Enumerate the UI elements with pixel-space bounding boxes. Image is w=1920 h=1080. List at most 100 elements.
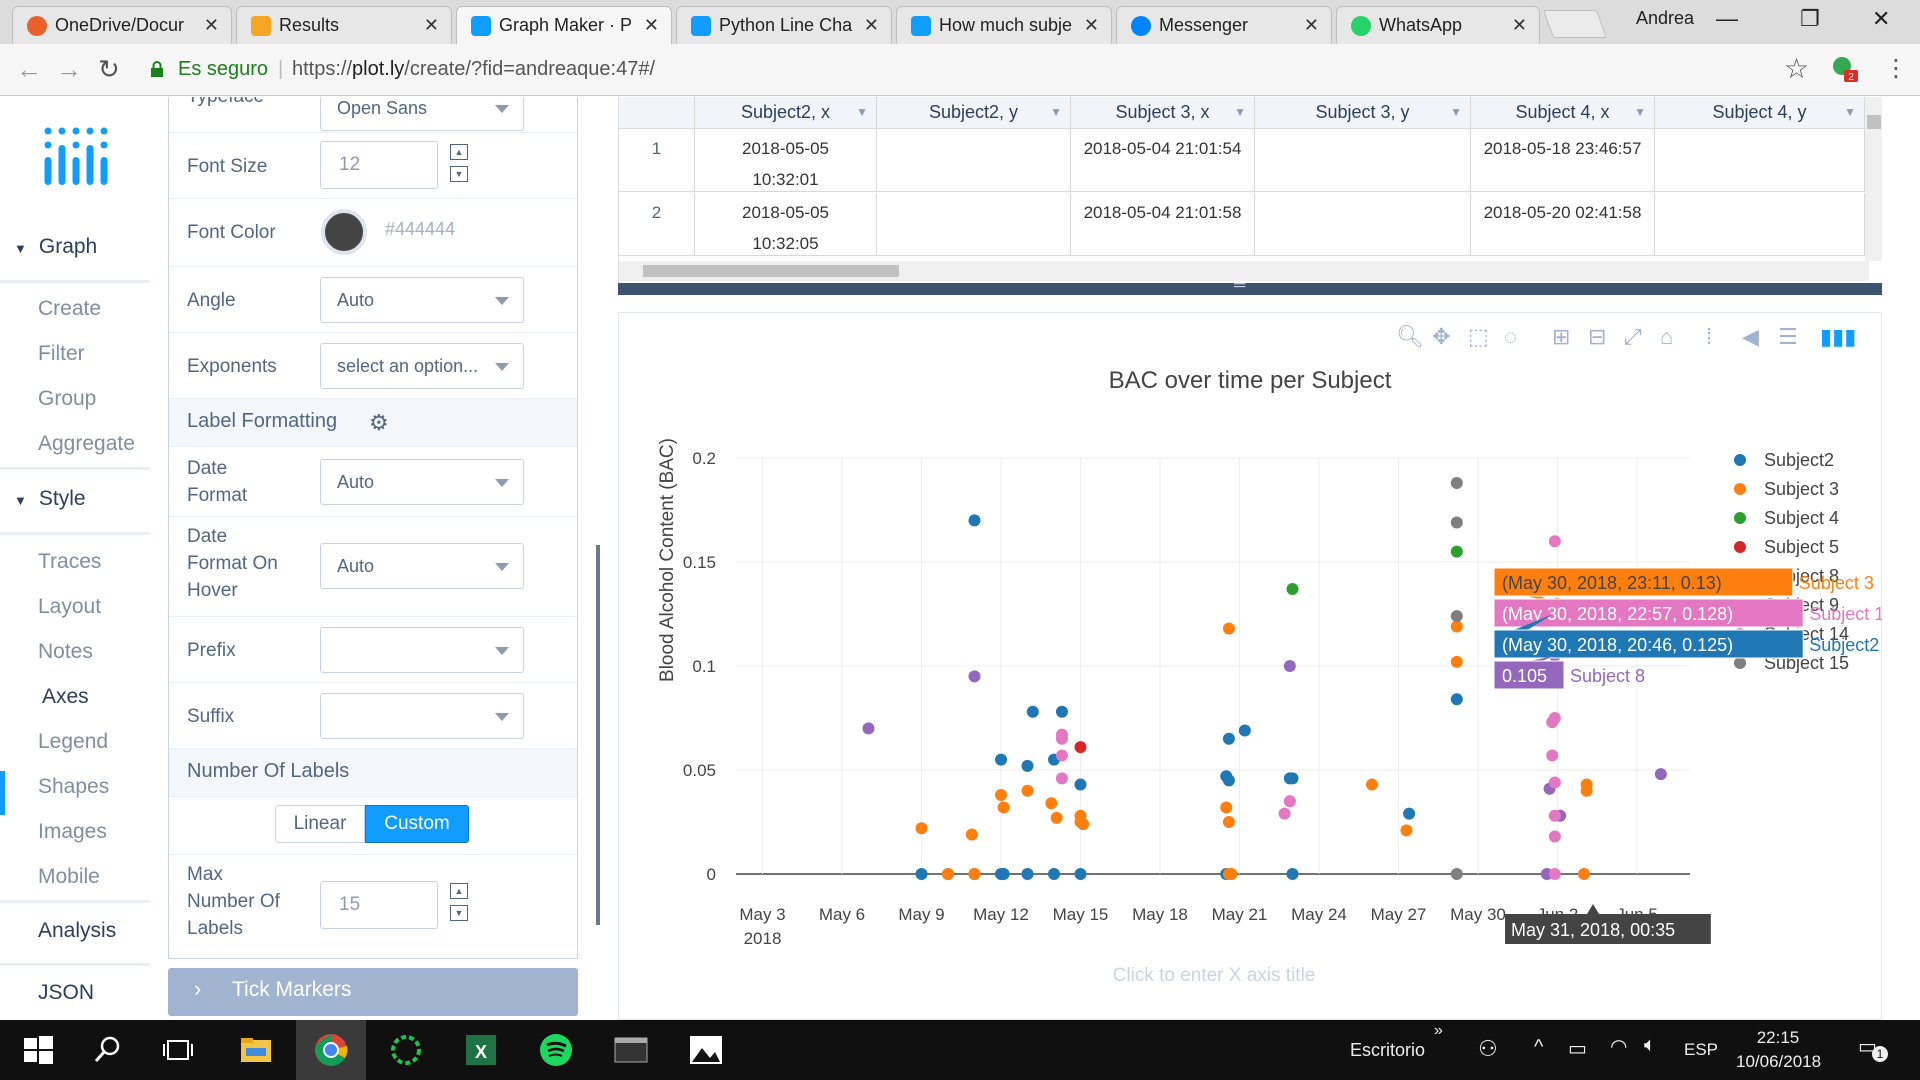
- tab-python-line-chart[interactable]: Python Line Cha ✕: [676, 6, 892, 44]
- tab-how-much-subject[interactable]: How much subje ✕: [896, 6, 1112, 44]
- tab-whatsapp[interactable]: WhatsApp ✕: [1336, 6, 1540, 44]
- clock[interactable]: 22:15 10/06/2018: [1736, 1026, 1821, 1074]
- nav-item-shapes[interactable]: Shapes: [38, 775, 110, 798]
- table-cell[interactable]: 2018-05-20 02:41:58: [1471, 193, 1655, 256]
- y-axis-title[interactable]: Blood Alcohol Content (BAC): [657, 438, 678, 682]
- max-labels-input[interactable]: 15: [320, 881, 438, 929]
- nav-item-filter[interactable]: Filter: [38, 342, 85, 365]
- back-icon[interactable]: ←: [16, 54, 42, 84]
- excel-icon[interactable]: X: [463, 1032, 499, 1068]
- close-icon[interactable]: ✕: [423, 15, 439, 35]
- search-icon[interactable]: [90, 1032, 126, 1068]
- tick-markers-section[interactable]: › Tick Markers: [168, 968, 578, 1016]
- grid-plot-splitter[interactable]: ═: [618, 277, 1882, 295]
- date-format-dropdown[interactable]: Auto: [320, 459, 524, 505]
- language-indicator[interactable]: ESP: [1684, 1040, 1719, 1059]
- autoscale-icon[interactable]: ⤢: [1624, 324, 1642, 349]
- typeface-dropdown[interactable]: Open Sans: [320, 97, 524, 131]
- tab-onedrive[interactable]: OneDrive/Docur ✕: [12, 6, 232, 44]
- suffix-dropdown[interactable]: [320, 693, 524, 739]
- table-cell[interactable]: [1655, 129, 1865, 192]
- close-icon[interactable]: ✕: [1303, 15, 1319, 35]
- decrement-icon[interactable]: ▼: [450, 166, 468, 182]
- profile-name[interactable]: Andrea: [1636, 8, 1695, 28]
- restore-icon[interactable]: ❐: [1800, 6, 1820, 31]
- table-cell[interactable]: 2018-05-05 10:32:05: [695, 193, 877, 256]
- column-menu-icon[interactable]: ▼: [1050, 105, 1062, 119]
- table-cell[interactable]: [877, 129, 1071, 192]
- tab-results[interactable]: Results ✕: [236, 6, 452, 44]
- table-cell[interactable]: [1255, 129, 1471, 192]
- nav-item-mobile[interactable]: Mobile: [38, 865, 100, 888]
- loading-app-icon[interactable]: [388, 1032, 424, 1068]
- tab-graph-maker[interactable]: Graph Maker · P ✕: [456, 6, 672, 44]
- box-select-icon[interactable]: ⬚: [1468, 324, 1489, 349]
- reset-axes-icon[interactable]: ⌂: [1660, 324, 1674, 349]
- table-cell[interactable]: 2018-05-04 21:01:58: [1071, 193, 1255, 256]
- close-icon[interactable]: ✕: [203, 15, 219, 35]
- table-cell[interactable]: [1255, 193, 1471, 256]
- nav-item-notes[interactable]: Notes: [38, 640, 93, 663]
- notifications-icon[interactable]: ▭ 1: [1858, 1034, 1888, 1062]
- close-window-icon[interactable]: ✕: [1872, 6, 1891, 31]
- hover-compare-icon[interactable]: ☰: [1778, 324, 1798, 349]
- x-axis-title-placeholder[interactable]: Click to enter X axis title: [1113, 965, 1316, 986]
- file-explorer-icon[interactable]: [238, 1032, 274, 1068]
- browser-menu-icon[interactable]: ⋮: [1884, 55, 1908, 82]
- gear-icon[interactable]: ⚙: [369, 410, 389, 435]
- zoom-out-icon[interactable]: ⊟: [1588, 324, 1607, 349]
- custom-toggle[interactable]: Custom: [365, 805, 469, 843]
- nav-item-aggregate[interactable]: Aggregate: [38, 432, 135, 455]
- grid-vertical-scrollbar[interactable]: [1865, 97, 1882, 261]
- column-header[interactable]: Subject 4, x ▼: [1471, 97, 1655, 129]
- people-icon[interactable]: ⚇: [1478, 1036, 1498, 1061]
- command-prompt-icon[interactable]: [613, 1032, 649, 1068]
- spike-lines-icon[interactable]: ⁞: [1706, 324, 1713, 349]
- angle-dropdown[interactable]: Auto: [320, 277, 524, 323]
- grid-horizontal-scroll-thumb[interactable]: [643, 265, 899, 277]
- forward-icon[interactable]: →: [56, 54, 82, 84]
- font-size-input[interactable]: 12: [320, 141, 438, 189]
- exponents-dropdown[interactable]: select an option...: [320, 343, 524, 389]
- drag-handle-icon[interactable]: ═: [1234, 277, 1246, 294]
- show-hidden-icons-icon[interactable]: ^: [1534, 1036, 1544, 1058]
- prefix-dropdown[interactable]: [320, 627, 524, 673]
- column-menu-icon[interactable]: ▼: [1844, 105, 1856, 119]
- column-header[interactable]: Subject 3, y ▼: [1255, 97, 1471, 129]
- bookmark-star-icon[interactable]: ☆: [1784, 53, 1810, 84]
- wifi-icon[interactable]: ◠: [1610, 1036, 1628, 1058]
- photos-icon[interactable]: [688, 1032, 724, 1068]
- column-menu-icon[interactable]: ▼: [1450, 105, 1462, 119]
- toolbar-expand-icon[interactable]: »: [1434, 1022, 1443, 1039]
- column-menu-icon[interactable]: ▼: [1634, 105, 1646, 119]
- column-header[interactable]: Subject2, y ▼: [877, 97, 1071, 129]
- close-icon[interactable]: ✕: [1083, 15, 1099, 35]
- chart-title[interactable]: BAC over time per Subject: [1109, 367, 1392, 394]
- pan-icon[interactable]: ✥: [1432, 324, 1451, 349]
- nav-item-images[interactable]: Images: [38, 820, 107, 843]
- close-icon[interactable]: ✕: [863, 15, 879, 35]
- table-cell[interactable]: 2018-05-18 23:46:57: [1471, 129, 1655, 192]
- linear-toggle[interactable]: Linear: [275, 805, 365, 843]
- reload-icon[interactable]: ↻: [98, 54, 120, 84]
- table-cell[interactable]: 2018-05-04 21:01:54: [1071, 129, 1255, 192]
- lasso-select-icon[interactable]: ◌: [1504, 324, 1518, 349]
- windows-start-icon[interactable]: [20, 1032, 56, 1068]
- column-header[interactable]: Subject 4, y ▼: [1655, 97, 1865, 129]
- column-header[interactable]: Subject 3, x ▼: [1071, 97, 1255, 129]
- nav-item-axes[interactable]: Axes: [42, 685, 89, 708]
- url-field[interactable]: https://plot.ly/create/?fid=andreaque:47…: [292, 58, 655, 81]
- table-cell[interactable]: 2018-05-05 10:32:01: [695, 129, 877, 192]
- increment-icon[interactable]: ▲: [450, 144, 468, 160]
- chrome-icon[interactable]: [313, 1032, 349, 1068]
- nav-item-group[interactable]: Group: [38, 387, 97, 410]
- nav-graph-header[interactable]: ▼ Graph: [14, 235, 97, 259]
- grid-vertical-scroll-thumb[interactable]: [1867, 115, 1881, 129]
- plotly-logo-icon[interactable]: ▮▮▮: [1820, 324, 1857, 349]
- zoom-in-icon[interactable]: ⊞: [1552, 324, 1571, 349]
- nav-item-legend[interactable]: Legend: [38, 730, 109, 753]
- new-tab-button[interactable]: [1542, 10, 1608, 38]
- volume-icon[interactable]: 🔈︎: [1644, 1034, 1656, 1056]
- grid-horizontal-scrollbar[interactable]: [619, 261, 1869, 281]
- column-header[interactable]: Subject2, x ▼: [695, 97, 877, 129]
